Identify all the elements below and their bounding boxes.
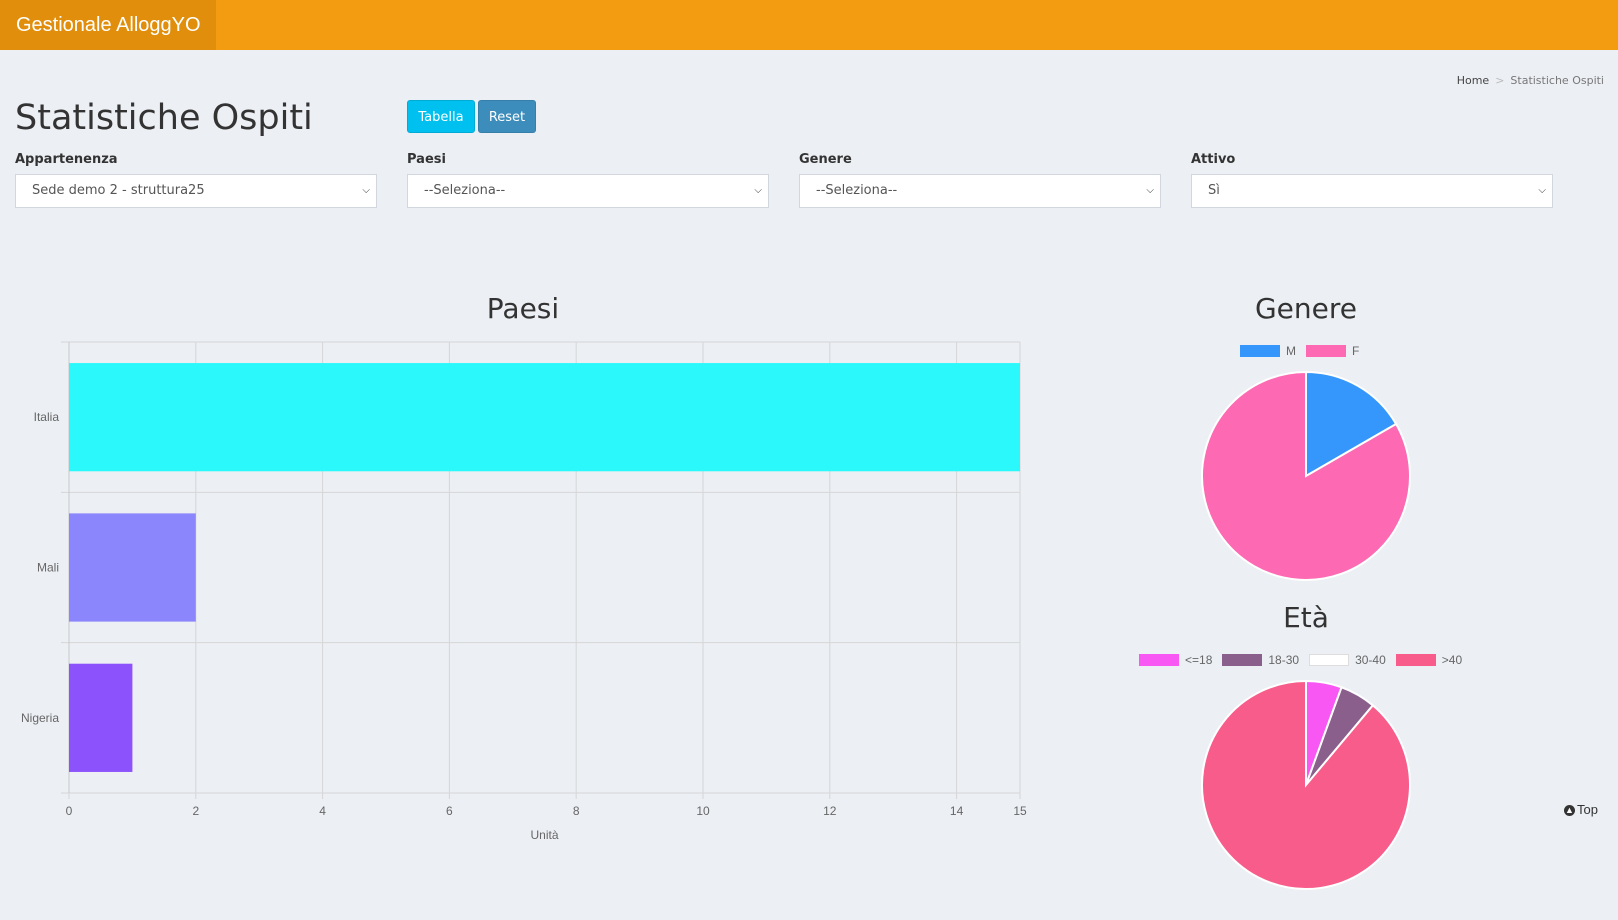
genere-legend-item[interactable]: M <box>1240 344 1296 358</box>
chevron-down-icon: ⌵ <box>1146 185 1154 196</box>
eta-legend-item[interactable]: <=18 <box>1139 653 1212 667</box>
page-title: Statistiche Ospiti <box>15 98 313 138</box>
x-tick-label: 12 <box>823 804 837 818</box>
eta-legend-swatch <box>1395 654 1436 666</box>
paesi-select-value: --Seleziona-- <box>424 183 506 198</box>
attivo-select[interactable]: Sì ⌵ <box>1191 174 1553 208</box>
arrow-up-circle-icon: ▲ <box>1564 805 1575 817</box>
x-tick-label: 6 <box>446 804 453 818</box>
x-tick-label: 14 <box>950 804 964 818</box>
x-tick-label: 8 <box>573 804 580 818</box>
eta-legend-item[interactable]: 30-40 <box>1309 653 1386 667</box>
bar-mali <box>69 513 196 622</box>
genere-pie-chart <box>1201 370 1411 581</box>
genere-legend-label: F <box>1352 344 1360 358</box>
bar-italia <box>69 363 1020 472</box>
genere-select[interactable]: --Seleziona-- ⌵ <box>799 174 1161 208</box>
filter-label-appartenenza: Appartenenza <box>15 152 118 167</box>
y-tick-label: Nigeria <box>21 711 59 725</box>
eta-legend-label: >40 <box>1441 653 1463 667</box>
chevron-down-icon: ⌵ <box>362 185 370 196</box>
genere-chart-title: Genere <box>1254 292 1358 325</box>
genere-legend-swatch <box>1240 345 1280 357</box>
eta-slice <box>1201 679 1411 890</box>
eta-chart-title: Età <box>1283 601 1329 634</box>
back-to-top-label: Top <box>1577 802 1598 817</box>
eta-legend-swatch <box>1309 654 1350 666</box>
eta-legend-label: 30-40 <box>1355 653 1386 667</box>
eta-legend: <=18 18-30 30-40 >40 <box>1139 653 1472 669</box>
app-brand[interactable]: Gestionale AlloggYO <box>0 0 216 50</box>
y-tick-label: Italia <box>34 410 60 424</box>
eta-legend-label: <=18 <box>1185 653 1213 667</box>
genere-slice <box>1305 370 1398 478</box>
breadcrumb-separator: > <box>1495 74 1505 87</box>
eta-pie-chart <box>1201 679 1411 890</box>
chevron-down-icon: ⌵ <box>1538 185 1546 196</box>
y-tick-label: Mali <box>37 561 59 575</box>
appartenenza-select-value: Sede demo 2 - struttura25 <box>32 183 205 198</box>
x-tick-label: 10 <box>696 804 710 818</box>
appartenenza-select[interactable]: Sede demo 2 - struttura25 ⌵ <box>15 174 377 208</box>
eta-legend-swatch <box>1139 654 1179 666</box>
eta-legend-swatch <box>1222 654 1263 666</box>
genere-legend-label: M <box>1286 344 1296 358</box>
x-tick-label: 2 <box>192 804 199 818</box>
x-tick-label: 4 <box>319 804 326 818</box>
paesi-select[interactable]: --Seleziona-- ⌵ <box>407 174 769 208</box>
tabella-button[interactable]: Tabella <box>407 100 475 133</box>
back-to-top-link[interactable]: ▲ Top <box>1564 802 1598 817</box>
eta-legend-label: 18-30 <box>1268 653 1300 667</box>
x-axis-label: Unità <box>530 828 558 842</box>
paesi-bar-chart: 0 2 4 6 8 10 12 14 15 Italia Mali Nigeria Unità <box>21 341 1027 842</box>
filter-label-paesi: Paesi <box>407 152 446 167</box>
breadcrumb-home[interactable]: Home <box>1456 74 1490 87</box>
attivo-select-value: Sì <box>1208 183 1220 198</box>
x-tick-label: 15 <box>1013 804 1027 818</box>
bar-nigeria <box>69 663 133 772</box>
genere-select-value: --Seleziona-- <box>816 183 898 198</box>
top-navbar: Gestionale AlloggYO <box>0 0 1618 50</box>
filter-label-attivo: Attivo <box>1191 152 1236 167</box>
genere-legend-item[interactable]: F <box>1306 344 1359 358</box>
eta-legend-item[interactable]: 18-30 <box>1222 653 1299 667</box>
genere-slice <box>1201 370 1411 581</box>
filter-label-genere: Genere <box>799 152 852 167</box>
genere-legend-swatch <box>1306 345 1346 357</box>
x-tick-label: 0 <box>66 804 73 818</box>
paesi-chart-title: Paesi <box>486 292 560 325</box>
breadcrumb-current: Statistiche Ospiti <box>1510 74 1604 87</box>
eta-legend-item[interactable]: >40 <box>1395 653 1463 667</box>
chevron-down-icon: ⌵ <box>754 185 762 196</box>
reset-button[interactable]: Reset <box>478 100 536 133</box>
breadcrumb: Home > Statistiche Ospiti <box>1457 74 1604 87</box>
